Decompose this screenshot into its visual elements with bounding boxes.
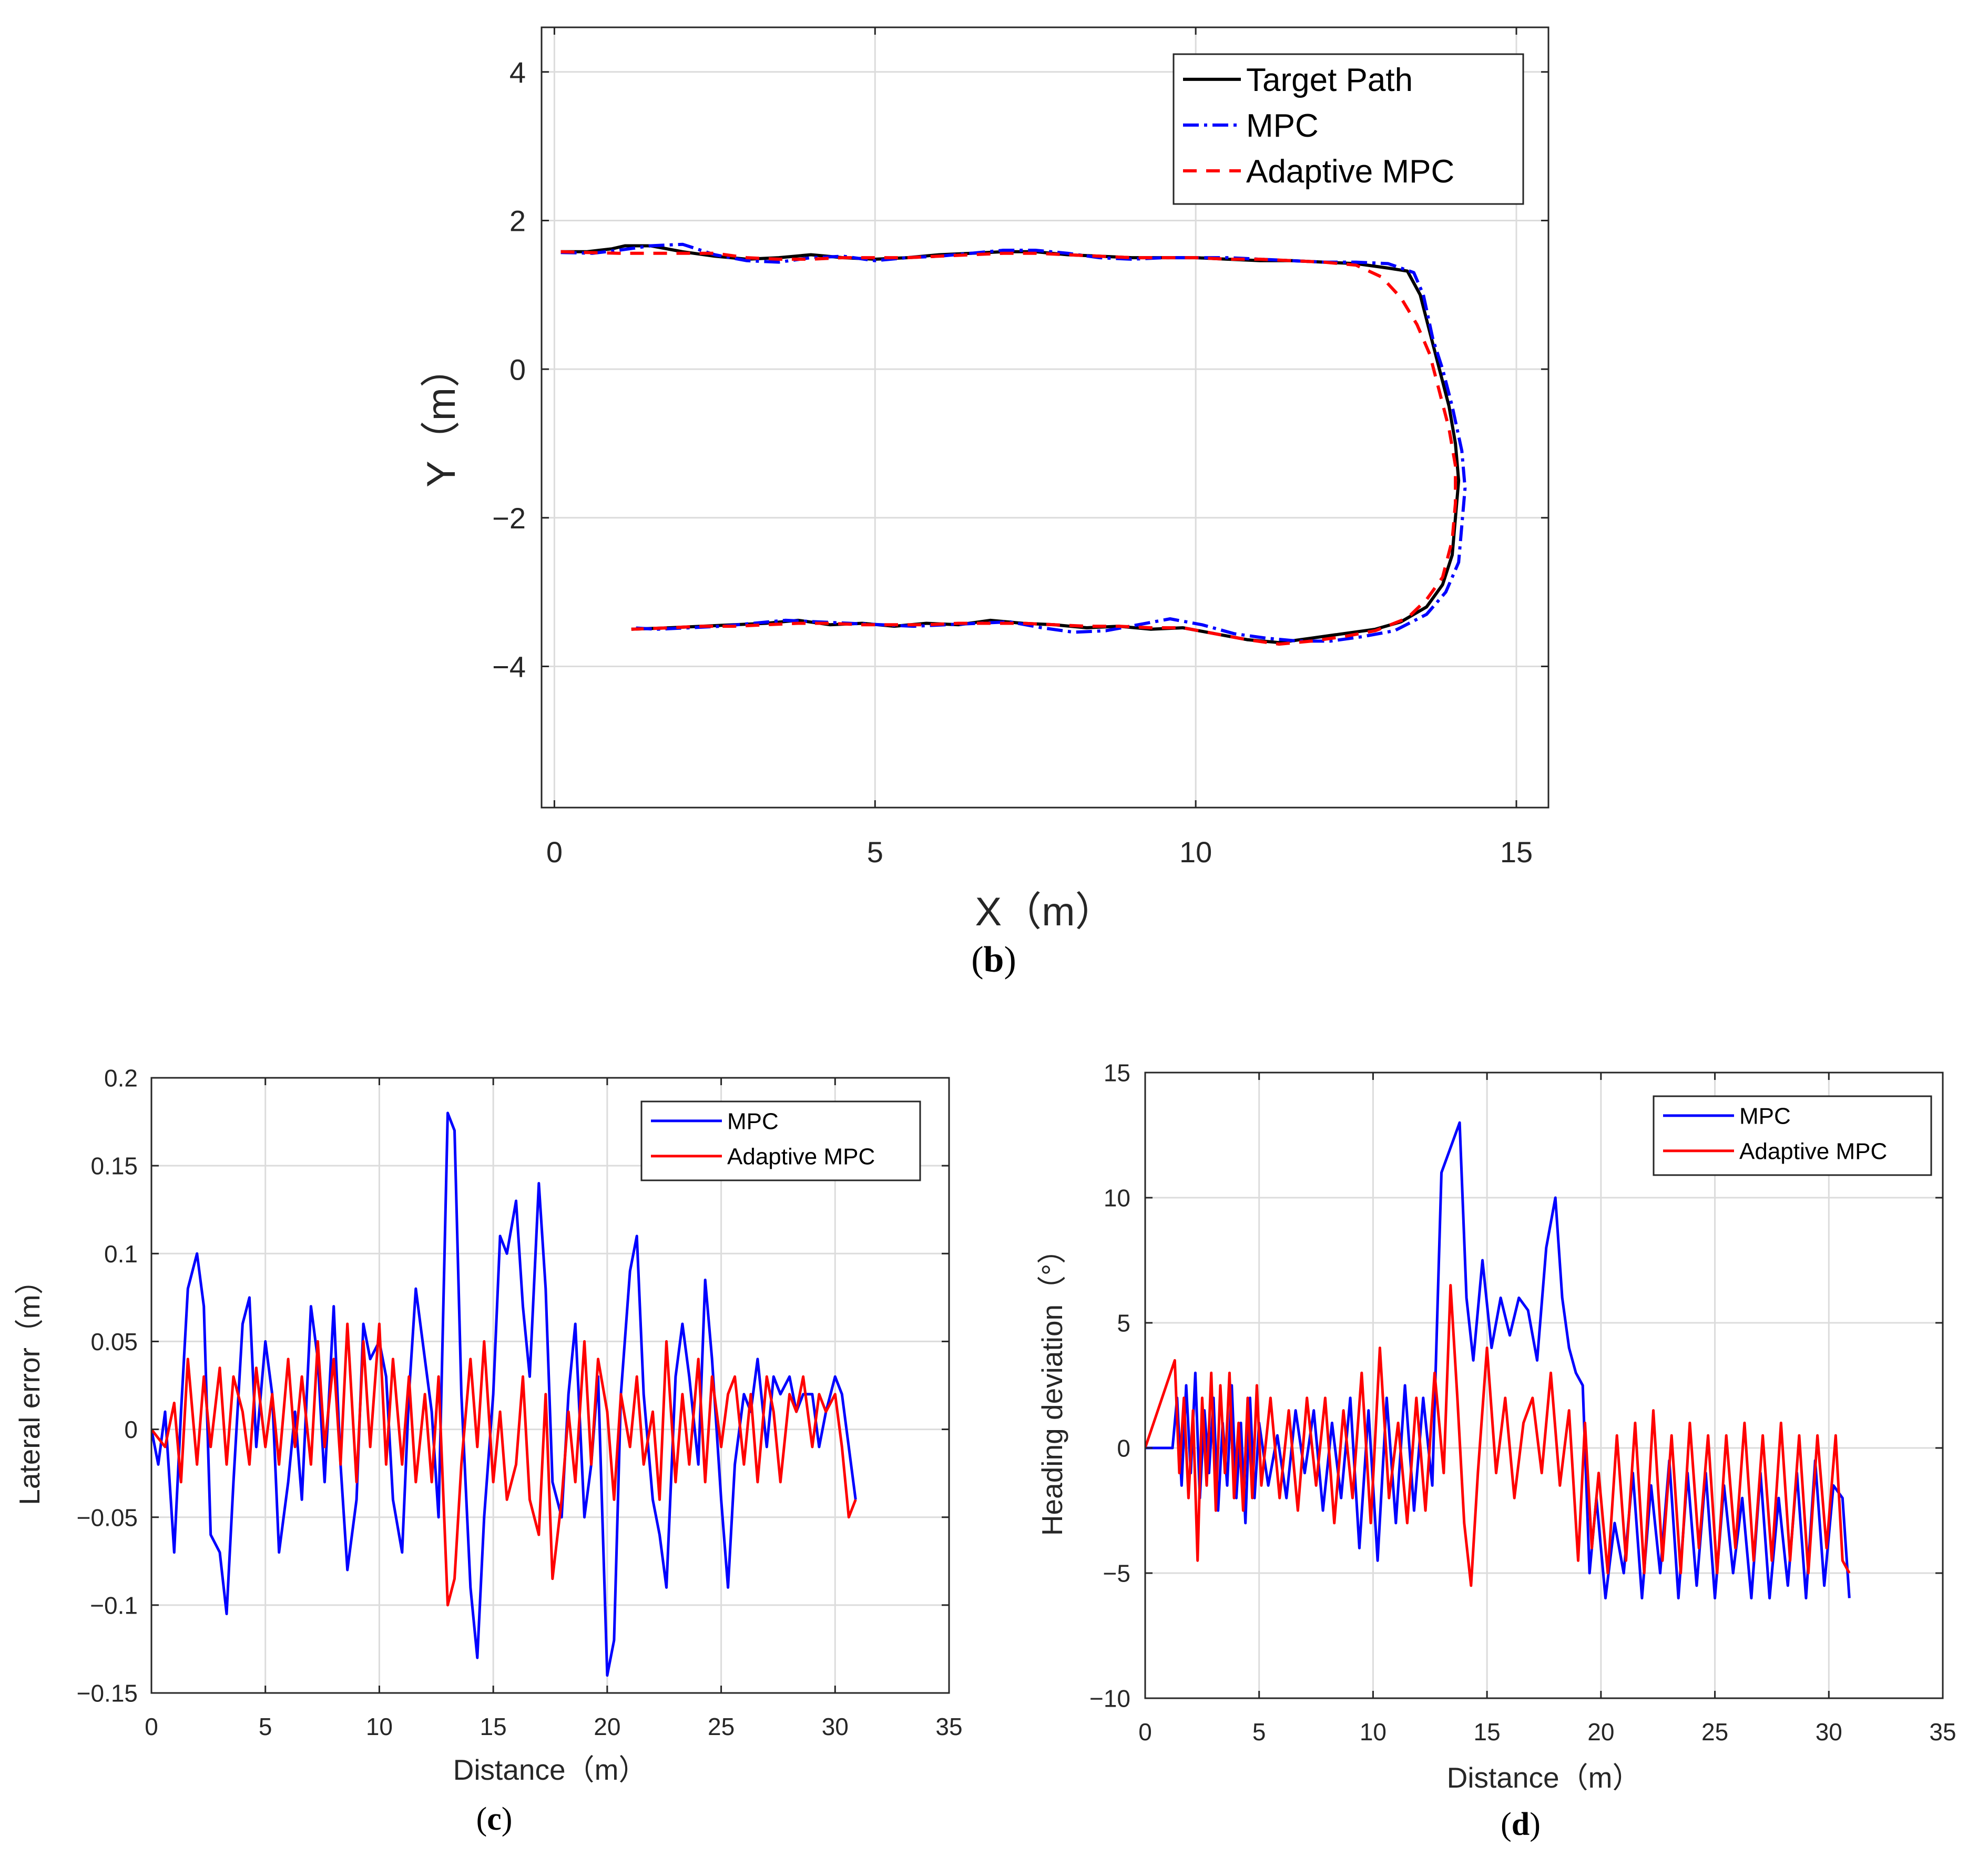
legend-label: Target Path xyxy=(1246,62,1413,98)
legend: MPC Adaptive MPC xyxy=(1653,1095,1932,1176)
y-tick-label: 5 xyxy=(1117,1310,1130,1337)
series-line-adaptive-mpc xyxy=(560,250,1457,646)
y-tick-label: −5 xyxy=(1103,1560,1130,1587)
chart-d: 0 5 10 15 20 25 30 35 −10 −5 0 5 10 15 Distance（m） Head… xyxy=(1036,1059,1956,1842)
y-axis-label: Heading deviation（°） xyxy=(1036,1235,1068,1536)
legend-label: MPC xyxy=(1246,108,1319,144)
caption-open: ( xyxy=(971,940,983,980)
axes-box xyxy=(541,26,1549,809)
series-line-adaptive-mpc xyxy=(151,1322,857,1607)
y-tick-label: −0.15 xyxy=(77,1680,138,1707)
x-tick-label: 15 xyxy=(1500,835,1533,869)
legend-label: Adaptive MPC xyxy=(1739,1139,1887,1165)
x-tick-label: 20 xyxy=(594,1713,620,1740)
caption-close: ) xyxy=(1004,940,1016,980)
y-tick-label: −0.1 xyxy=(90,1591,138,1619)
x-tick-label: 10 xyxy=(366,1713,393,1740)
y-axis-label: Lateral error（m） xyxy=(13,1266,46,1505)
caption-close: ) xyxy=(1530,1807,1541,1842)
x-tick-label: 25 xyxy=(708,1713,735,1740)
caption: (c) xyxy=(476,1801,513,1837)
x-tick-label: 25 xyxy=(1701,1718,1728,1746)
x-axis-label: X（m） xyxy=(975,890,1115,934)
chart-c: 0 5 10 15 20 25 30 35 −0.15 −0.1 −0.05 0 0.05 0.1 0.15… xyxy=(13,1065,963,1837)
x-tick-label: 10 xyxy=(1360,1718,1386,1746)
y-tick-label: 0 xyxy=(1117,1435,1130,1462)
x-tick-label: 5 xyxy=(259,1713,272,1740)
plot-area xyxy=(1145,1073,1943,1698)
legend-label: MPC xyxy=(1739,1104,1791,1129)
caption-open: ( xyxy=(1501,1807,1512,1842)
caption-open: ( xyxy=(476,1801,487,1837)
x-tick-label: 15 xyxy=(1474,1718,1501,1746)
x-tick-label: 0 xyxy=(546,835,563,869)
caption-close: ) xyxy=(502,1801,513,1837)
x-tick-label: 35 xyxy=(935,1713,962,1740)
series-group xyxy=(560,242,1467,646)
x-tick-label: 30 xyxy=(1816,1718,1842,1746)
y-tick-label: −2 xyxy=(492,502,526,535)
y-tick-label: 0.1 xyxy=(104,1240,138,1268)
legend-label: Adaptive MPC xyxy=(1246,154,1454,190)
caption-letter: c xyxy=(487,1801,502,1837)
caption: (d) xyxy=(1501,1807,1541,1842)
x-tick-label: 5 xyxy=(867,835,883,869)
y-axis-label: Y（m） xyxy=(419,348,464,487)
y-tick-label: 0 xyxy=(124,1416,138,1443)
legend-label: Adaptive MPC xyxy=(727,1144,875,1170)
y-tick-label: 15 xyxy=(1104,1059,1130,1087)
legend-box xyxy=(640,1100,921,1181)
y-tick-label: −10 xyxy=(1089,1685,1130,1712)
legend-box xyxy=(1653,1095,1932,1176)
y-tick-label: 0 xyxy=(509,353,526,386)
x-axis-label: Distance（m） xyxy=(1447,1761,1642,1794)
y-tick-label: −0.05 xyxy=(77,1504,138,1531)
x-tick-label: 10 xyxy=(1179,835,1212,869)
series-group xyxy=(1145,1121,1851,1600)
y-tick-label: 0.15 xyxy=(90,1152,138,1180)
y-tick-label: −4 xyxy=(492,650,526,683)
axes-box xyxy=(1144,1072,1944,1699)
x-tick-label: 15 xyxy=(480,1713,507,1740)
series-line-adaptive-mpc xyxy=(1145,1284,1851,1587)
x-axis-label: Distance（m） xyxy=(453,1753,648,1786)
y-tick-label: 4 xyxy=(509,56,526,89)
x-tick-label: 5 xyxy=(1252,1718,1266,1746)
x-tick-label: 0 xyxy=(1138,1718,1152,1746)
y-tick-label: 2 xyxy=(509,205,526,238)
series-group xyxy=(151,1111,857,1677)
legend: MPC Adaptive MPC xyxy=(640,1100,921,1181)
axes-box xyxy=(150,1077,950,1694)
caption-letter: b xyxy=(984,940,1004,980)
legend-label: MPC xyxy=(727,1109,779,1135)
y-tick-label: 0.2 xyxy=(104,1065,138,1092)
x-tick-label: 35 xyxy=(1929,1718,1956,1746)
y-tick-label: 10 xyxy=(1104,1185,1130,1212)
x-tick-label: 0 xyxy=(145,1713,158,1740)
caption-letter: d xyxy=(1512,1807,1530,1842)
legend: Target Path MPC Adaptive MPC xyxy=(1173,53,1524,205)
caption: (b) xyxy=(971,940,1016,980)
chart-b: 0 5 10 15 −4 −2 0 2 4 X（m） Y（m） Target Path MPC Adapt… xyxy=(419,26,1549,980)
x-tick-label: 20 xyxy=(1587,1718,1614,1746)
x-tick-label: 30 xyxy=(822,1713,849,1740)
y-tick-label: 0.05 xyxy=(90,1328,138,1355)
series-line-mpc xyxy=(560,242,1467,643)
